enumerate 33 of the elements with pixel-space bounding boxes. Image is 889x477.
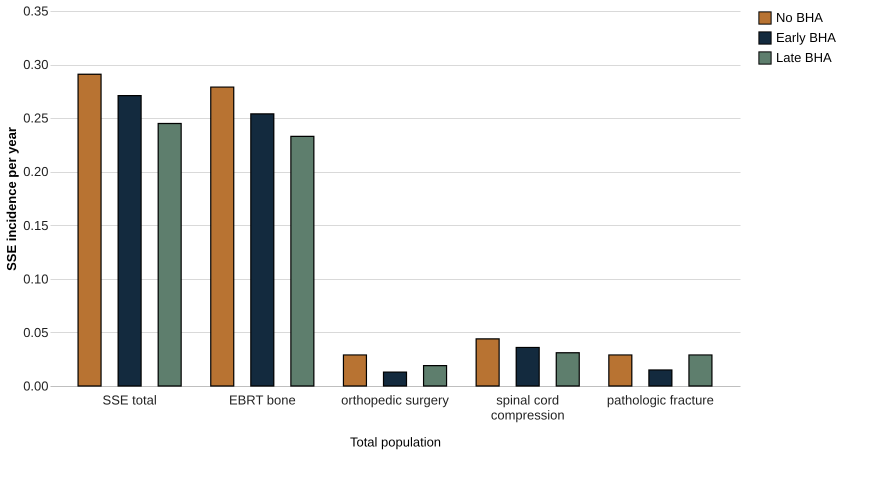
bar — [158, 122, 182, 387]
x-tick-label: orthopedic surgery — [341, 392, 450, 408]
bar — [422, 365, 448, 387]
y-axis-title: SSE incidence per year — [4, 127, 20, 271]
x-axis-title: Total population — [350, 434, 442, 450]
x-tick-label: EBRT bone — [228, 392, 296, 408]
bar — [290, 136, 314, 387]
bar — [648, 369, 672, 387]
bar — [342, 354, 368, 387]
bar — [250, 113, 274, 387]
legend-label: No BHA — [776, 10, 824, 25]
bar — [77, 74, 102, 387]
x-tick-label: spinal cord compression — [490, 392, 565, 422]
y-tick-label: 0.00 — [23, 378, 48, 394]
bar — [382, 371, 408, 387]
x-tick-label: pathologic fracture — [606, 392, 714, 408]
legend-label: Early BHA — [776, 30, 836, 45]
y-tick-label: 0.05 — [23, 324, 48, 340]
bar — [210, 86, 234, 387]
y-tick-label: 0.20 — [23, 164, 48, 180]
y-tick-label: 0.25 — [23, 110, 48, 126]
y-tick-label: 0.15 — [23, 218, 48, 233]
bar — [556, 352, 580, 387]
y-tick-label: 0.35 — [23, 4, 48, 18]
bar — [118, 95, 142, 387]
bar — [476, 338, 500, 387]
y-tick-label: 0.30 — [23, 57, 48, 72]
y-tick-label: 0.10 — [23, 271, 48, 286]
x-tick-label: SSE total — [102, 392, 157, 408]
legend-label: Late BHA — [776, 50, 832, 65]
bar — [608, 354, 632, 387]
bar — [688, 354, 713, 387]
bar — [516, 346, 540, 387]
